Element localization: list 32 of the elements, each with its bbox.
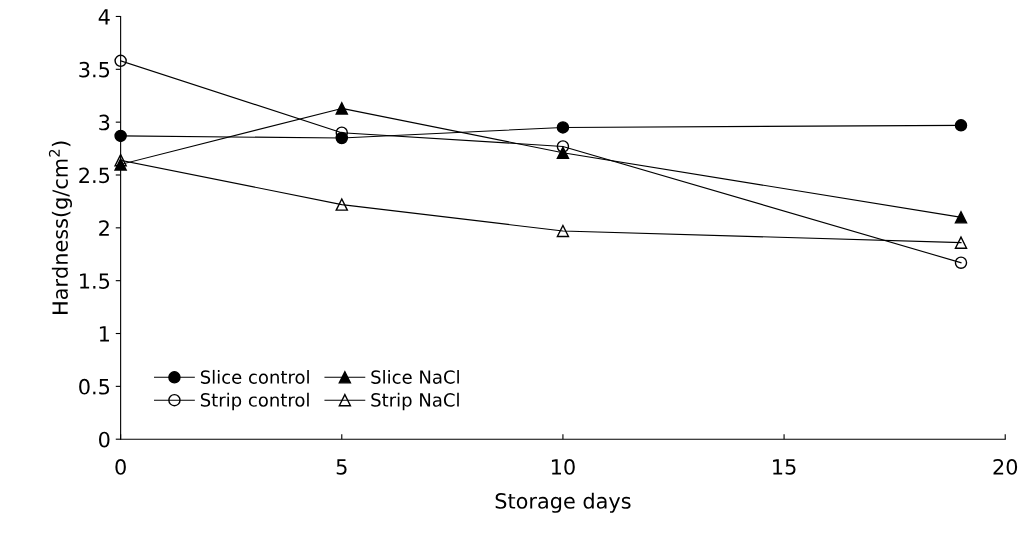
- y-tick-label: 2: [99, 220, 109, 236]
- legend-label: Slice control: [200, 369, 309, 384]
- y-axis-title: Hardness(g/cm$^{2}$): [48, 141, 73, 314]
- x-tick-label: 0: [115, 459, 126, 475]
- y-tick-label: 0.5: [79, 378, 110, 395]
- point: [114, 54, 127, 68]
- legend-label: Strip NaCl: [371, 392, 459, 411]
- point: [556, 224, 570, 238]
- point: [556, 140, 570, 153]
- point: [954, 211, 968, 224]
- y-tick-label: 0: [99, 431, 110, 448]
- y-tick-label: 4: [98, 9, 110, 25]
- x-tick-label: 10: [551, 459, 575, 475]
- y-tick-label: 1: [99, 326, 109, 342]
- point: [114, 129, 127, 143]
- x-axis-title: Storage days: [495, 492, 631, 513]
- point: [954, 119, 968, 132]
- legend-label: Slice NaCl: [371, 369, 459, 384]
- y-tick-label: 1.5: [80, 273, 110, 289]
- y-tick-label: 3: [99, 114, 110, 131]
- y-tick-label: 2.5: [79, 167, 110, 184]
- x-tick-label: 20: [993, 459, 1018, 475]
- point: [954, 236, 968, 249]
- y-tick-label: 3.5: [79, 61, 110, 78]
- point: [114, 153, 127, 167]
- point: [335, 198, 349, 211]
- point: [954, 256, 968, 269]
- point: [335, 102, 349, 115]
- x-tick-label: 15: [773, 459, 796, 475]
- x-tick-label: 5: [336, 459, 347, 475]
- point: [556, 121, 570, 134]
- legend-label: Strip control: [200, 392, 309, 411]
